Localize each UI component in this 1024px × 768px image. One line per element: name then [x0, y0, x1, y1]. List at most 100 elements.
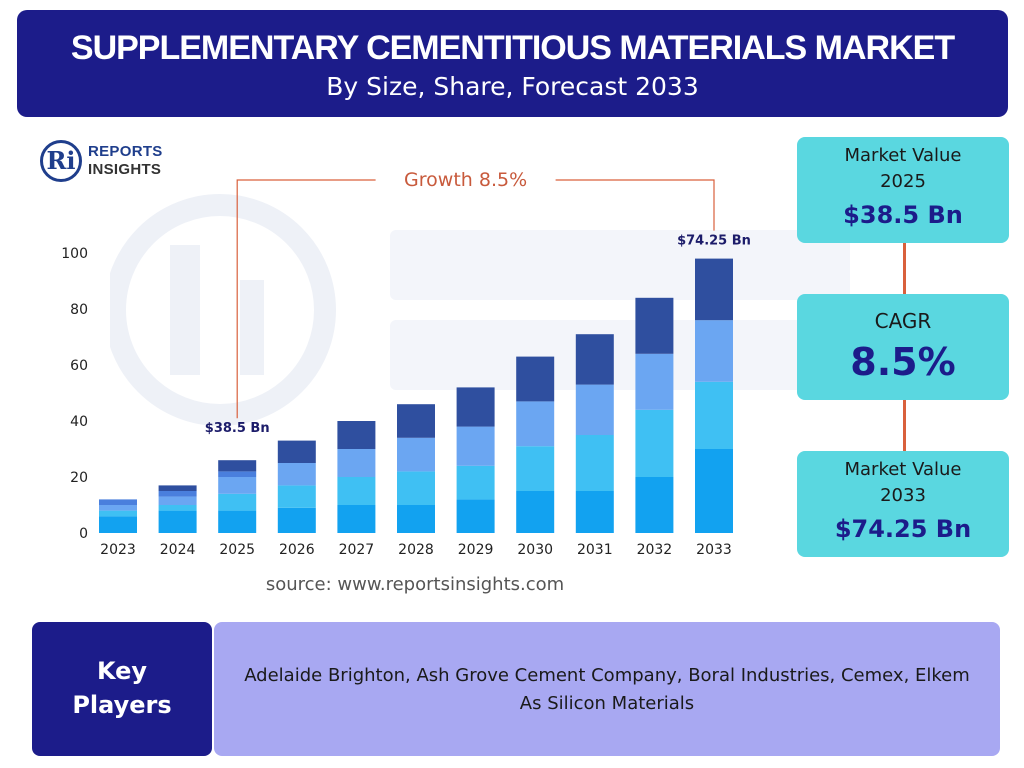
bar-segment-2031-s4	[575, 334, 614, 385]
y-tick-label: 40	[70, 414, 88, 430]
report-title: SUPPLEMENTARY CEMENTITIOUS MATERIALS MAR…	[70, 29, 955, 67]
bar-segment-2026-s0	[277, 507, 316, 533]
bar-segment-2030-s0	[516, 491, 555, 533]
bar-segment-2030-s1	[516, 446, 555, 491]
x-tick-label: 2026	[279, 542, 315, 558]
bar-segment-2028-s2	[397, 437, 435, 472]
bar-segment-2026-s4	[277, 440, 316, 463]
y-tick-label: 60	[70, 358, 88, 374]
x-tick-label: 2031	[577, 542, 613, 558]
bar-segment-2032-s1	[635, 409, 674, 477]
bar-segment-2024-s1	[158, 505, 197, 511]
bar-segment-2027-s1	[337, 477, 376, 505]
y-tick-label: 80	[70, 302, 88, 318]
key-players-list: Adelaide Brighton, Ash Grove Cement Comp…	[214, 622, 1000, 756]
bar-segment-2033-s1	[695, 381, 733, 449]
reports-insights-logo: Ri REPORTS INSIGHTS	[38, 140, 178, 184]
growth-bracket-right-line	[555, 179, 715, 231]
logo-mark-icon: Ri	[40, 140, 82, 182]
logo-line-2: INSIGHTS	[88, 161, 162, 178]
bar-segment-2023-s0	[99, 516, 137, 533]
bar-segment-2031-s1	[575, 435, 614, 491]
bar-segment-2033-s4	[695, 258, 733, 321]
bar-segment-2031-s2	[575, 384, 614, 435]
cagr-value: 8.5%	[850, 340, 956, 384]
bar-segment-2025-s0	[218, 510, 257, 533]
bar-segment-2029-s4	[456, 387, 495, 427]
bar-segment-2023-s2	[99, 505, 137, 511]
bar-segment-2025-s1	[218, 493, 257, 511]
growth-label: Growth 8.5%	[404, 169, 527, 191]
x-tick-label: 2027	[339, 542, 375, 558]
bar-segment-2030-s4	[516, 356, 555, 402]
card-connector	[903, 400, 906, 451]
key-players-line-2: Players	[72, 691, 172, 719]
bar-segment-2033-s0	[695, 449, 733, 533]
bar-segment-2025-s3	[218, 471, 257, 477]
bar-segment-2026-s1	[277, 485, 316, 508]
market-value-2033: $74.25 Bn	[834, 515, 972, 543]
bar-segment-2023-s3	[99, 499, 137, 505]
y-tick-label: 20	[70, 470, 88, 486]
y-tick-label: 100	[61, 246, 88, 262]
x-tick-label: 2024	[160, 542, 196, 558]
key-players-line-1: Key	[96, 657, 148, 685]
card-year: 2033	[880, 485, 926, 506]
card-label: Market Value	[844, 145, 962, 166]
key-players-heading: Key Players	[32, 622, 212, 756]
market-value-2033-card: Market Value 2033 $74.25 Bn	[797, 451, 1009, 557]
bar-segment-2031-s0	[575, 491, 614, 533]
bars-layer	[99, 258, 733, 533]
x-tick-label: 2029	[458, 542, 494, 558]
market-value-2025: $38.5 Bn	[843, 201, 963, 229]
annotations-layer: $38.5 Bn $74.25 Bn	[205, 234, 751, 437]
x-tick-label: 2028	[398, 542, 434, 558]
card-label: Market Value	[844, 459, 962, 480]
bar-segment-2027-s0	[337, 505, 376, 533]
bar-segment-2029-s0	[456, 499, 495, 533]
cagr-label: CAGR	[874, 309, 932, 333]
bar-segment-2030-s2	[516, 401, 555, 447]
bar-segment-2028-s1	[397, 471, 435, 505]
bar-segment-2032-s0	[635, 477, 674, 533]
logo-text: REPORTS INSIGHTS	[88, 143, 163, 179]
data-label-2025: $38.5 Bn	[205, 421, 270, 436]
market-value-2025-card: Market Value 2025 $38.5 Bn	[797, 137, 1009, 243]
y-tick-label: 0	[79, 526, 88, 542]
bar-segment-2028-s4	[397, 404, 435, 438]
bar-segment-2032-s4	[635, 297, 674, 354]
bar-segment-2029-s2	[456, 426, 495, 466]
bar-segment-2032-s2	[635, 353, 674, 410]
data-label-2033: $74.25 Bn	[677, 234, 751, 249]
bar-segment-2025-s4	[218, 460, 257, 472]
x-tick-label: 2030	[517, 542, 553, 558]
bar-segment-2024-s0	[158, 510, 197, 533]
x-tick-label: 2023	[100, 542, 136, 558]
card-year: 2025	[880, 171, 926, 192]
cagr-card: CAGR 8.5%	[797, 294, 1009, 400]
growth-bracket: Growth 8.5%	[236, 169, 715, 419]
x-tick-label: 2032	[637, 542, 673, 558]
x-tick-label: 2025	[219, 542, 255, 558]
card-connector	[903, 243, 906, 294]
bar-segment-2023-s1	[99, 510, 137, 517]
source-note: source: www.reportsinsights.com	[265, 574, 565, 595]
bar-segment-2028-s0	[397, 505, 435, 533]
bar-segment-2025-s2	[218, 477, 257, 494]
x-axis: 2023 2024 2025 2026 2027 2028 2029 2030 2031 2032…	[100, 542, 732, 558]
bar-segment-2026-s2	[277, 463, 316, 486]
y-axis: 0 20 40 60 80 100	[61, 246, 88, 542]
growth-bracket-left-line	[236, 179, 376, 419]
logo-line-1: REPORTS	[88, 143, 163, 160]
bar-segment-2029-s1	[456, 465, 495, 500]
x-tick-label: 2033	[696, 542, 732, 558]
bar-segment-2024-s3	[158, 491, 197, 497]
header-banner: SUPPLEMENTARY CEMENTITIOUS MATERIALS MAR…	[17, 10, 1008, 117]
bar-segment-2027-s4	[337, 421, 376, 449]
bar-segment-2024-s2	[158, 496, 197, 505]
bar-segment-2024-s4	[158, 485, 197, 491]
bar-segment-2027-s2	[337, 449, 376, 477]
bar-segment-2033-s2	[695, 320, 733, 382]
report-subtitle: By Size, Share, Forecast 2033	[326, 72, 699, 101]
